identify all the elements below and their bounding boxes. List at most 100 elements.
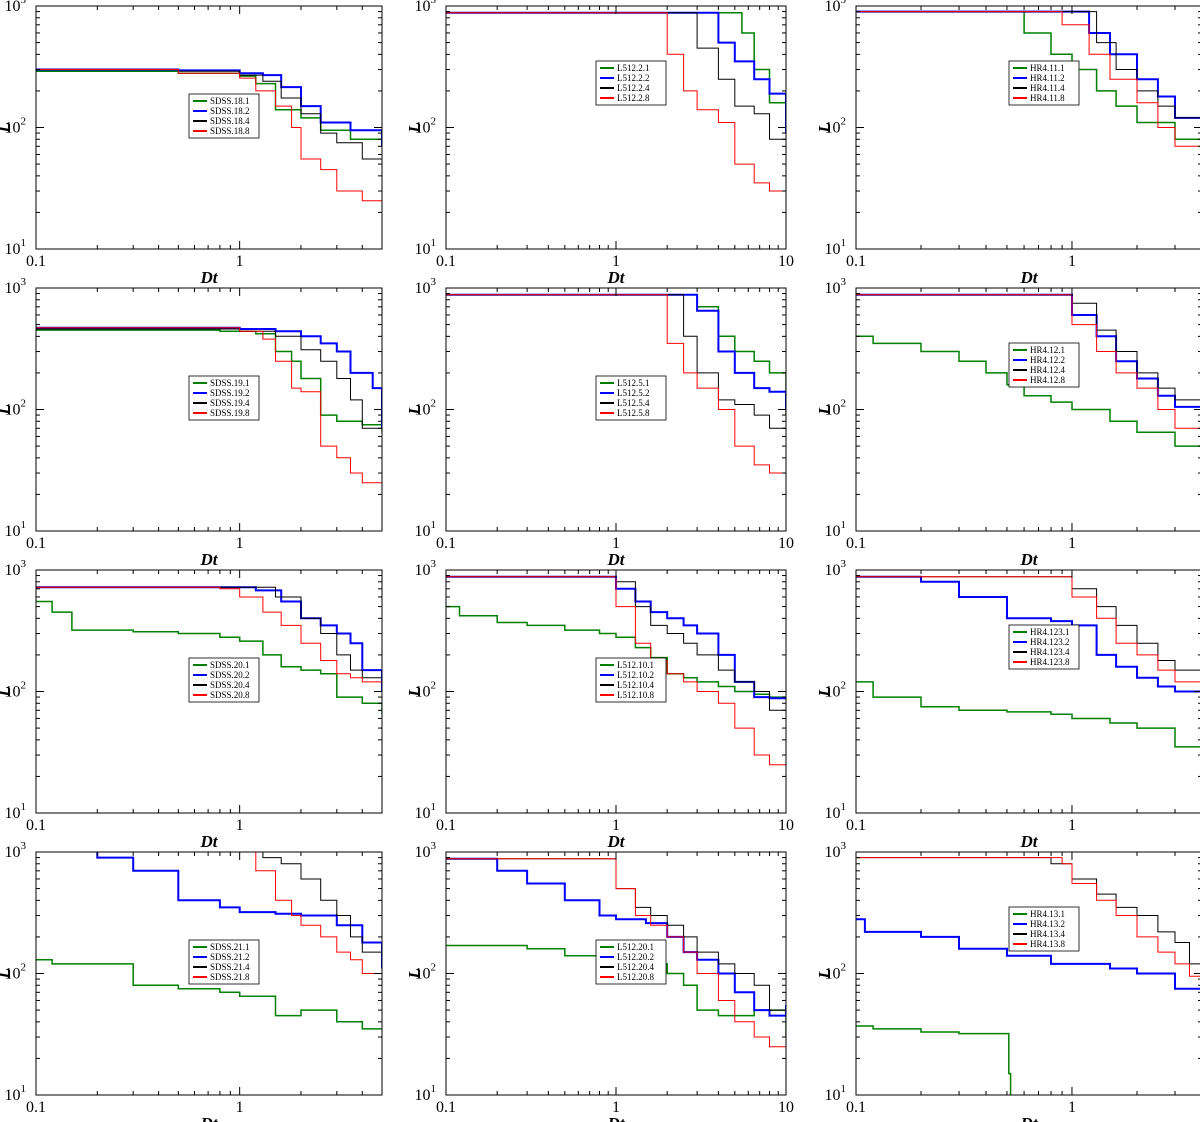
legend-label: HR4.123.2 — [1030, 637, 1070, 647]
y-tick-label: 101 — [415, 801, 437, 822]
y-axis-label: L — [0, 122, 14, 133]
legend-label: HR4.12.1 — [1030, 345, 1065, 355]
x-axis-label: Dt — [1020, 1114, 1039, 1122]
legend-label: HR4.123.1 — [1030, 627, 1070, 637]
y-tick-label: 101 — [415, 237, 437, 258]
y-axis-label: L — [0, 686, 14, 697]
legend-label: SDSS.21.1 — [210, 942, 250, 952]
series-line-3 — [446, 294, 786, 433]
y-tick-label: 102 — [5, 680, 27, 701]
series-line-4 — [446, 12, 786, 213]
legend-label: SDSS.20.2 — [210, 670, 250, 680]
legend-label: HR4.123.4 — [1030, 647, 1070, 657]
y-tick-label: 103 — [5, 276, 27, 297]
series-line-4 — [446, 294, 786, 495]
x-tick-label: 0.1 — [436, 535, 456, 552]
y-tick-label: 103 — [5, 558, 27, 579]
y-axis-label: L — [405, 404, 424, 415]
y-tick-label: 101 — [825, 237, 847, 258]
x-tick-label: 0.1 — [26, 253, 46, 270]
y-tick-label: 102 — [825, 116, 847, 137]
x-tick-label: 10 — [778, 535, 794, 552]
chart-panel-7: 0.11101102103DtLSDSS.20.1SDSS.20.2SDSS.2… — [0, 558, 383, 851]
series-line-3 — [446, 12, 786, 147]
y-tick-label: 102 — [415, 116, 437, 137]
x-tick-label: 1 — [612, 535, 620, 552]
chart-panel-2: 0.1 1 10101102103DtLL512.2.1L512.2.2L512.2… — [405, 0, 794, 287]
chart-panel-10: 0.11101102103DtLSDSS.21.1SDSS.21.2SDSS.2… — [0, 840, 383, 1122]
x-tick-label: 0.1 — [26, 817, 46, 834]
legend-label: SDSS.19.4 — [210, 398, 250, 408]
y-tick-label: 101 — [415, 1083, 437, 1104]
series-line-3 — [856, 857, 1200, 965]
legend-label: L512.2.4 — [617, 83, 650, 93]
y-axis-label: L — [815, 686, 834, 697]
y-tick-label: 101 — [825, 1083, 847, 1104]
legend-label: SDSS.19.8 — [210, 408, 250, 418]
x-tick-label: 10 — [778, 253, 794, 270]
series-line-3 — [36, 69, 382, 183]
series-line-4 — [446, 858, 786, 1059]
series-line-3 — [446, 576, 786, 740]
legend-label: L512.10.4 — [617, 680, 654, 690]
x-axis-label: Dt — [607, 832, 626, 851]
legend-label: HR4.13.4 — [1030, 929, 1066, 939]
x-tick-label: 1 — [1068, 253, 1076, 270]
series-line-2 — [446, 11, 786, 134]
legend-label: SDSS.19.1 — [210, 378, 250, 388]
series-line-3 — [262, 852, 382, 969]
plot-frame — [855, 287, 1200, 532]
y-tick-label: 101 — [415, 519, 437, 540]
y-tick-label: 103 — [5, 0, 27, 15]
y-tick-label: 102 — [415, 680, 437, 701]
legend-label: SDSS.18.2 — [210, 106, 250, 116]
chart-panel-5: 0.1 1 10101102103DtLL512.5.1L512.5.2L512.5… — [405, 276, 794, 569]
x-axis-label: Dt — [1020, 832, 1039, 851]
legend-label: L512.5.8 — [617, 408, 650, 418]
legend-label: SDSS.18.1 — [210, 96, 250, 106]
series-line-1 — [36, 600, 382, 715]
legend-label: L512.20.4 — [617, 962, 654, 972]
legend-label: SDSS.19.2 — [210, 388, 250, 398]
x-axis-label: Dt — [1020, 268, 1039, 287]
legend-label: HR4.11.2 — [1030, 73, 1065, 83]
x-tick-label: 1 — [1068, 535, 1076, 552]
y-tick-label: 101 — [5, 237, 27, 258]
x-tick-label: 0.1 — [846, 253, 866, 270]
legend-label: SDSS.21.4 — [210, 962, 250, 972]
x-tick-label: 0.1 — [26, 1099, 46, 1116]
legend-label: L512.2.2 — [617, 73, 650, 83]
y-tick-label: 102 — [825, 398, 847, 419]
legend-label: HR4.11.8 — [1030, 93, 1065, 103]
y-tick-label: 103 — [825, 840, 847, 861]
chart-panel-6: 0.1 1 101 102 103 Dt L HR4.12.1HR4.12.2HR4.12.4… — [815, 276, 1200, 569]
legend-label: L512.10.1 — [617, 660, 654, 670]
legend-label: L512.10.8 — [617, 690, 654, 700]
y-axis-label: L — [0, 968, 14, 979]
legend-label: SDSS.20.1 — [210, 660, 250, 670]
series-line-1 — [856, 10, 1200, 141]
series-line-1 — [856, 1025, 1012, 1095]
legend-label: HR4.12.8 — [1030, 375, 1066, 385]
series-line-4 — [36, 586, 382, 719]
legend-label: L512.20.2 — [617, 952, 654, 962]
y-tick-label: 102 — [5, 116, 27, 137]
legend-label: SDSS.20.8 — [210, 690, 250, 700]
x-axis-label: Dt — [607, 550, 626, 569]
chart-panel-4: 0.11101102103DtLSDSS.19.1SDSS.19.2SDSS.1… — [0, 276, 383, 569]
x-tick-label: 10 — [778, 817, 794, 834]
x-axis-label: Dt — [1020, 550, 1039, 569]
x-tick-label: 1 — [236, 535, 244, 552]
series-line-3 — [36, 586, 382, 687]
x-tick-label: 0.1 — [26, 535, 46, 552]
y-tick-label: 103 — [825, 558, 847, 579]
legend-label: L512.5.1 — [617, 378, 650, 388]
